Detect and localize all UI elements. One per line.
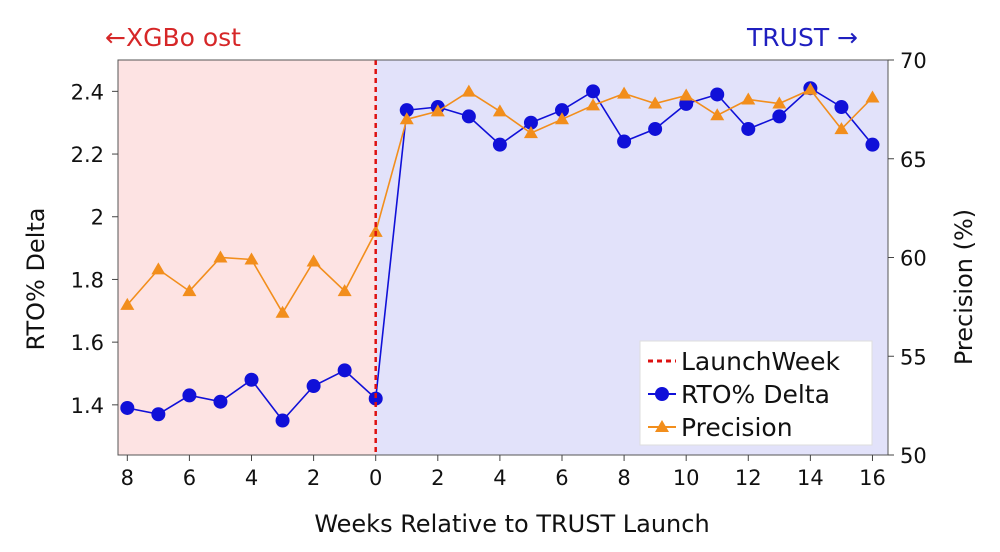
precision-point	[120, 297, 135, 310]
y-left-tick-label: 1.6	[71, 331, 104, 355]
precision-point	[430, 104, 445, 117]
legend-box	[639, 340, 873, 446]
rto-point	[275, 413, 290, 428]
legend-rto-label: RTO% Delta	[681, 380, 830, 409]
rto-point	[523, 115, 538, 130]
pre-launch-region	[118, 60, 376, 455]
y-left-tick-label: 1.4	[71, 394, 104, 418]
precision-point	[803, 82, 818, 95]
legend-launch-label: LaunchWeek	[681, 347, 841, 376]
rto-point	[368, 391, 383, 406]
y-left-tick-label: 2	[91, 206, 104, 230]
precision-point	[865, 90, 880, 103]
y-right-tick-label: 65	[900, 148, 927, 172]
y-right-tick-label: 60	[900, 247, 927, 271]
precision-point	[244, 252, 259, 265]
y-left-tick-label: 2.4	[71, 80, 104, 104]
rto-point	[151, 407, 166, 422]
precision-point	[710, 108, 725, 121]
precision-point	[834, 122, 849, 135]
legend-precision-label: Precision	[681, 413, 793, 442]
header-left-label: ←XGBo ost	[105, 23, 241, 52]
rto-point	[182, 388, 197, 403]
x-tick-label: 10	[673, 466, 700, 490]
legend-precision-marker	[655, 420, 669, 432]
header-right-label: TRUST →	[746, 23, 858, 52]
precision-point	[368, 224, 383, 237]
rto-point	[306, 379, 321, 394]
rto-point	[337, 363, 352, 378]
x-tick-label: 8	[121, 466, 134, 490]
precision-point	[275, 305, 290, 318]
x-tick-label: 16	[859, 466, 886, 490]
x-tick-label: 2	[431, 466, 444, 490]
rto-point	[461, 109, 476, 124]
y-axis-left-title: RTO% Delta	[22, 208, 50, 351]
precision-point	[741, 92, 756, 105]
precision-point	[461, 84, 476, 97]
rto-point	[834, 100, 849, 115]
precision-point	[492, 104, 507, 117]
precision-point	[679, 88, 694, 101]
x-tick-label: 0	[369, 466, 382, 490]
rto-point	[710, 87, 725, 102]
rto-point	[648, 121, 663, 136]
precision-point	[399, 112, 414, 125]
precision-point	[772, 96, 787, 109]
x-tick-label: 6	[555, 466, 568, 490]
rto-point	[399, 103, 414, 118]
x-tick-label: 2	[307, 466, 320, 490]
y-left-tick-label: 2.2	[71, 143, 104, 167]
x-axis-title: Weeks Relative to TRUST Launch	[314, 510, 709, 538]
y-right-tick-label: 70	[900, 49, 927, 73]
precision-point	[337, 284, 352, 297]
rto-point	[586, 84, 601, 99]
precision-point	[554, 112, 569, 125]
rto-point	[772, 109, 787, 124]
precision-point	[586, 98, 601, 111]
precision-point	[182, 284, 197, 297]
legend-rto-marker	[655, 387, 669, 401]
rto-point	[865, 137, 880, 152]
precision-point	[523, 126, 538, 139]
precision-point	[617, 86, 632, 99]
y-right-tick-label: 55	[900, 345, 927, 369]
rto-point	[213, 394, 228, 409]
rto-point	[617, 134, 632, 149]
x-tick-label: 14	[797, 466, 824, 490]
rto-point	[741, 121, 756, 136]
rto-point	[554, 103, 569, 118]
rto-point	[120, 400, 135, 415]
precision-point	[306, 254, 321, 267]
y-left-tick-label: 1.8	[71, 268, 104, 292]
precision-point	[151, 262, 166, 275]
y-right-tick-label: 50	[900, 444, 927, 468]
x-tick-label: 4	[493, 466, 506, 490]
precision-point	[213, 250, 228, 263]
precision-point	[648, 96, 663, 109]
rto-point	[244, 372, 259, 387]
x-tick-label: 6	[183, 466, 196, 490]
rto-point	[492, 137, 507, 152]
x-tick-label: 8	[617, 466, 630, 490]
legend: LaunchWeek RTO% Delta Precision	[639, 340, 873, 446]
x-tick-label: 12	[735, 466, 762, 490]
x-tick-label: 4	[245, 466, 258, 490]
y-axis-right-title: Precision (%)	[950, 209, 978, 365]
